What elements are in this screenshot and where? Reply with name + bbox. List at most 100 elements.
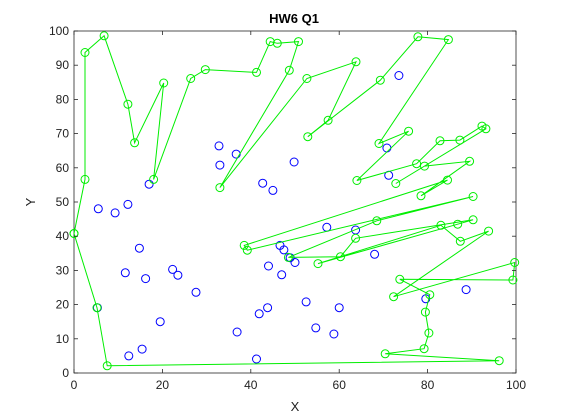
data-point	[389, 292, 399, 302]
data-point	[290, 258, 300, 267]
data-point	[141, 274, 151, 284]
data-point	[92, 303, 102, 313]
x-tick-label: 0	[71, 378, 78, 392]
x-tick-label: 100	[506, 378, 526, 392]
data-point	[484, 226, 494, 236]
data-point	[232, 327, 242, 337]
y-tick-label: 50	[56, 195, 70, 209]
data-point	[159, 78, 169, 88]
plot-area	[69, 30, 520, 374]
data-point	[394, 71, 404, 80]
data-point	[265, 37, 275, 47]
y-tick-label: 100	[49, 24, 69, 38]
data-point	[93, 204, 103, 214]
data-point	[80, 48, 90, 57]
data-point	[372, 216, 382, 226]
data-point	[416, 191, 426, 201]
y-tick-label: 0	[62, 366, 69, 380]
data-point	[370, 249, 380, 259]
data-point	[124, 351, 134, 361]
data-point	[352, 176, 362, 185]
data-point	[242, 245, 252, 255]
data-point	[279, 245, 289, 255]
data-point	[173, 270, 183, 280]
data-point	[294, 37, 303, 47]
y-tick-label: 30	[56, 263, 70, 277]
y-tick-label: 90	[56, 58, 70, 72]
data-point	[303, 132, 313, 142]
data-point	[391, 179, 401, 188]
data-point	[351, 57, 361, 67]
data-point	[420, 161, 429, 171]
y-tick-label: 70	[56, 127, 70, 141]
data-point	[168, 264, 178, 274]
series-line	[73, 34, 516, 367]
data-point	[144, 179, 154, 189]
data-point	[239, 240, 249, 250]
data-point	[277, 270, 287, 280]
data-point	[436, 220, 446, 230]
data-point	[413, 32, 423, 42]
x-tick-label: 20	[156, 378, 170, 392]
ticks-layer: 0 20 40 60 80 100 0 10 20 30 40 50 60 70 80 90 100	[49, 24, 526, 392]
data-point	[214, 141, 224, 151]
data-point	[455, 236, 465, 246]
data-point	[102, 361, 112, 371]
data-point	[215, 183, 225, 193]
data-point	[302, 74, 312, 83]
data-point	[374, 139, 384, 148]
data-point	[284, 65, 294, 75]
data-point	[453, 219, 463, 229]
data-point	[443, 175, 452, 185]
data-point	[468, 215, 478, 225]
y-tick-label: 10	[56, 332, 70, 346]
data-point	[254, 309, 264, 319]
data-point	[186, 74, 196, 83]
data-point	[283, 252, 293, 262]
data-point	[465, 156, 475, 166]
data-point	[123, 99, 133, 109]
chart-title: HW6 Q1	[269, 11, 319, 26]
axes-box	[73, 30, 517, 374]
data-point	[149, 174, 159, 184]
data-point	[268, 185, 278, 195]
data-point	[329, 329, 339, 339]
data-point	[137, 344, 147, 354]
series-layer	[69, 31, 520, 371]
data-point	[443, 35, 453, 45]
y-tick-label: 60	[56, 161, 70, 175]
data-point	[424, 328, 434, 338]
data-point	[311, 323, 321, 333]
data-point	[123, 199, 133, 209]
data-point	[130, 138, 140, 148]
data-point	[435, 136, 445, 146]
y-axis-label: Y	[23, 197, 38, 206]
data-point	[272, 38, 282, 48]
data-point	[468, 192, 478, 201]
data-point	[264, 261, 273, 271]
data-point	[494, 356, 504, 366]
x-axis-label: X	[291, 399, 300, 414]
data-point	[419, 344, 429, 354]
data-point	[404, 126, 414, 136]
data-point	[313, 259, 323, 269]
x-tick-label: 40	[244, 378, 258, 392]
data-point	[110, 208, 120, 218]
data-point	[289, 157, 299, 167]
data-point	[481, 124, 491, 134]
data-point	[301, 297, 311, 307]
data-point	[323, 115, 333, 125]
data-point	[412, 159, 422, 169]
data-point	[252, 67, 261, 77]
data-point	[134, 243, 144, 253]
data-point	[69, 229, 79, 238]
y-tick-label: 20	[56, 298, 70, 312]
series-1	[69, 31, 520, 371]
data-point	[155, 317, 165, 327]
data-point	[336, 252, 345, 262]
data-point	[258, 178, 268, 188]
data-point	[455, 135, 465, 145]
data-point	[191, 287, 201, 297]
data-point	[200, 65, 210, 75]
data-point	[252, 354, 261, 364]
